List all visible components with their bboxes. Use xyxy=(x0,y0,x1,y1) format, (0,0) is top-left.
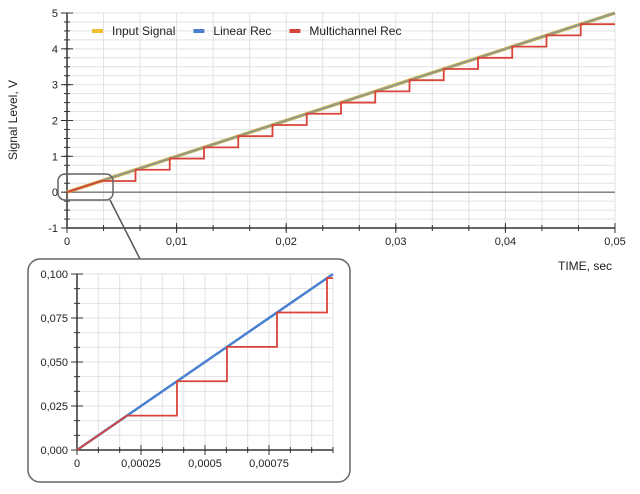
x-tick-label: 0,05 xyxy=(604,236,625,248)
x-tick-label: 0,00025 xyxy=(121,458,161,470)
legend-swatch xyxy=(289,29,301,33)
series-line-multichannel-rec xyxy=(66,23,615,194)
y-tick-label: 2 xyxy=(52,116,58,128)
x-tick-label: 0,0005 xyxy=(188,458,222,470)
legend: Input Signal Linear Rec Multichannel Rec xyxy=(92,24,401,38)
x-tick-label: 0 xyxy=(64,236,70,248)
x-tick-label: 0,02 xyxy=(275,236,296,248)
y-tick-label: 0,100 xyxy=(40,269,68,281)
legend-label: Input Signal xyxy=(112,24,175,38)
y-tick-label: 4 xyxy=(52,44,58,56)
y-tick-label: 0 xyxy=(52,187,58,199)
x-tick-label: 0 xyxy=(74,458,80,470)
y-tick-label: 0,075 xyxy=(40,313,68,325)
y-tick-label: 0,025 xyxy=(40,401,68,413)
zoom-region-marker xyxy=(57,173,114,201)
main-chart: 0 0,01 0,02 0,03 0,04 0,05 -1 0 1 2 3 4 5 Signal Leve… xyxy=(6,8,626,273)
inset-chart: 0 0,00025 0,0005 0,00075 0,000 0,025 0,050 0,07… xyxy=(40,269,334,470)
y-axis-label: Signal Level, V xyxy=(6,80,20,160)
legend-label: Linear Rec xyxy=(213,24,271,38)
y-tick-label: 3 xyxy=(52,80,58,92)
y-tick-label: 0,050 xyxy=(40,357,68,369)
y-tick-label: 5 xyxy=(52,8,58,20)
y-tick-label: -1 xyxy=(48,223,58,235)
legend-swatch xyxy=(92,29,103,33)
x-tick-label: 0,04 xyxy=(495,236,516,248)
legend-swatch xyxy=(193,29,205,33)
x-axis-label: TIME, sec xyxy=(558,259,612,273)
x-tick-label: 0,03 xyxy=(385,236,406,248)
callout-connector xyxy=(109,199,141,260)
series-line-multichannel-rec xyxy=(76,277,333,451)
x-tick-label: 0,01 xyxy=(166,236,187,248)
x-tick-label: 0,00075 xyxy=(249,458,289,470)
y-tick-label: 0,000 xyxy=(40,445,68,457)
legend-label: Multichannel Rec xyxy=(309,24,401,38)
y-tick-label: 1 xyxy=(52,151,58,163)
